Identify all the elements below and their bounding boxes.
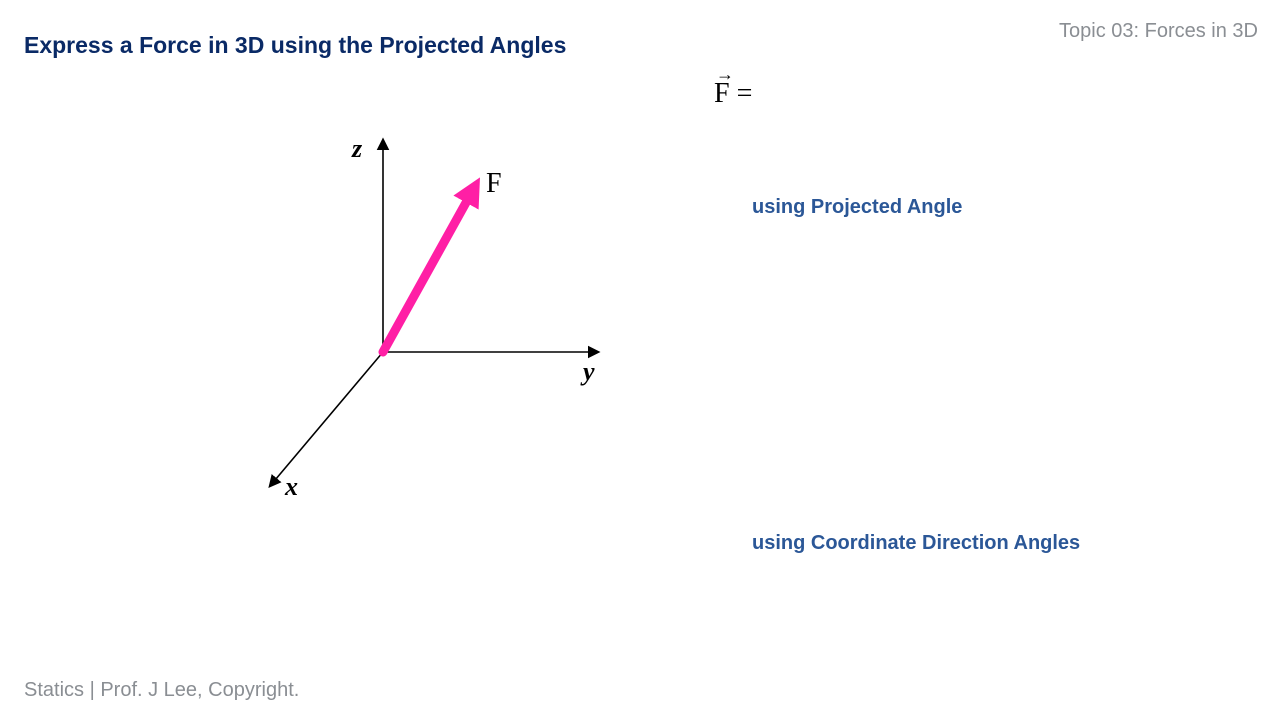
force-equation: → F = — [714, 78, 752, 110]
x-axis — [270, 352, 383, 486]
z-axis-label: z — [351, 134, 363, 163]
slide-title: Express a Force in 3D using the Projecte… — [24, 32, 566, 59]
force-3d-diagram: z y x F — [218, 120, 638, 520]
vector-F: → F — [714, 78, 730, 110]
force-vector — [383, 190, 473, 352]
y-axis-label: y — [580, 357, 595, 386]
topic-label: Topic 03: Forces in 3D — [1059, 20, 1258, 43]
force-vector-label: F — [486, 168, 502, 199]
subhead-projected-angle: using Projected Angle — [752, 196, 962, 219]
subhead-coordinate-angles: using Coordinate Direction Angles — [752, 532, 1080, 555]
x-axis-label: x — [284, 472, 298, 501]
footer-copyright: Statics | Prof. J Lee, Copyright. — [24, 679, 299, 702]
vector-arrow-icon: → — [716, 64, 734, 85]
